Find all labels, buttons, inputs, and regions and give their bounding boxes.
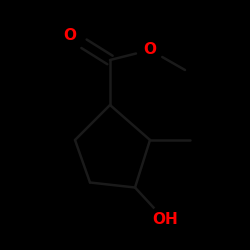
Text: O: O	[64, 28, 76, 42]
Circle shape	[140, 40, 160, 60]
Text: O: O	[144, 42, 156, 58]
Text: OH: OH	[152, 212, 178, 228]
Circle shape	[150, 205, 180, 235]
Circle shape	[58, 22, 82, 48]
